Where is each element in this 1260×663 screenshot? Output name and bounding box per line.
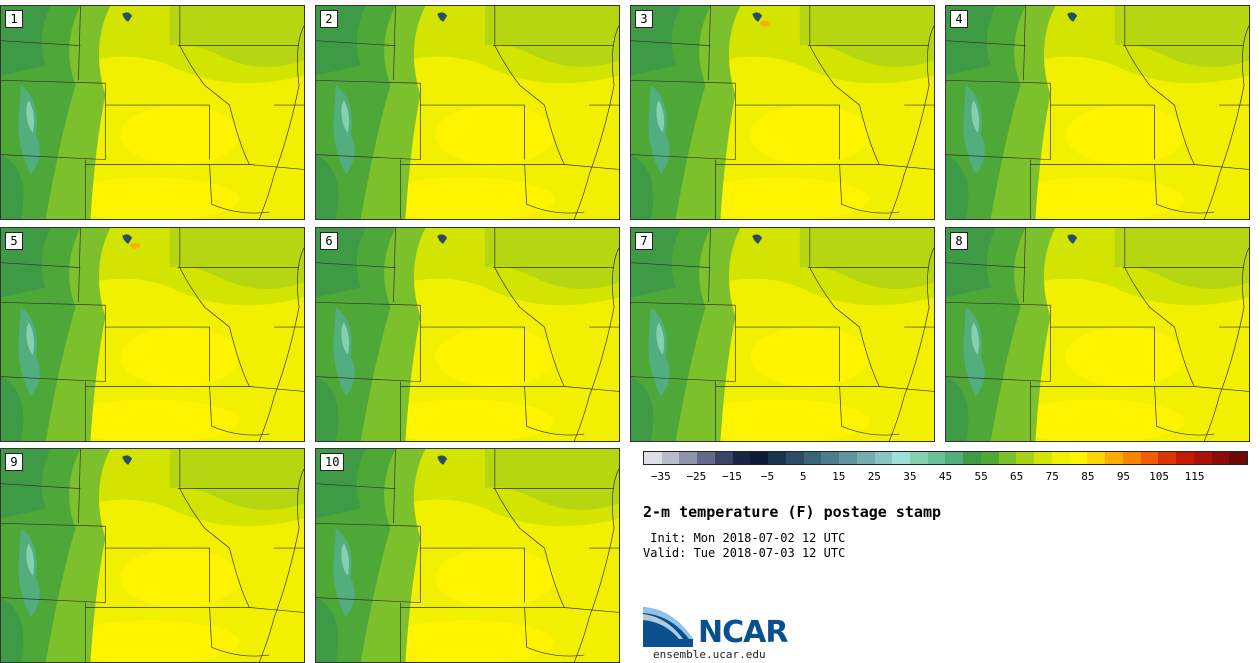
colorbar-swatch <box>1034 452 1052 464</box>
temperature-map <box>631 6 934 219</box>
colorbar-swatch <box>1211 452 1230 464</box>
colorbar-swatch <box>768 452 786 464</box>
colorbar-tick-label: 115 <box>1184 470 1205 483</box>
temperature-map <box>1 228 304 441</box>
temperature-map <box>1 449 304 662</box>
stamp-panel-7: 7 <box>630 227 935 442</box>
colorbar-tick-label: −25 <box>686 470 707 483</box>
stamp-panel-9: 9 <box>0 448 305 663</box>
colorbar-swatch <box>1140 452 1159 464</box>
stamp-panel-1: 1 <box>0 5 305 220</box>
stamp-panel-4: 4 <box>945 5 1250 220</box>
panel-number: 1 <box>5 10 23 28</box>
colorbar-swatch <box>1051 452 1070 464</box>
stamp-panel-10: 10 <box>315 448 620 663</box>
colorbar-swatch <box>910 452 928 464</box>
ncar-logo-icon <box>643 607 693 647</box>
temperature-map <box>316 228 619 441</box>
colorbar-tick-label: 35 <box>903 470 917 483</box>
panel-number: 5 <box>5 232 23 250</box>
colorbar-swatch <box>1229 452 1247 464</box>
colorbar-swatch <box>1176 452 1194 464</box>
logo-text: NCAR <box>698 615 788 650</box>
colorbar-tick-label: 25 <box>867 470 881 483</box>
colorbar-tick-label: 5 <box>799 470 807 483</box>
product-title: 2-m temperature (F) postage stamp <box>643 503 942 521</box>
init-time: Init: Mon 2018-07-02 12 UTC <box>643 531 846 545</box>
colorbar-swatch <box>980 452 999 464</box>
temperature-map <box>946 6 1249 219</box>
panel-number: 4 <box>950 10 968 28</box>
colorbar-swatch <box>785 452 804 464</box>
colorbar-swatch <box>679 452 698 464</box>
temperature-map <box>946 228 1249 441</box>
colorbar-swatch <box>839 452 857 464</box>
panel-number: 6 <box>320 232 338 250</box>
colorbar-tick-label: −5 <box>760 470 775 483</box>
temperature-map <box>631 228 934 441</box>
colorbar-swatch <box>661 452 680 464</box>
colorbar-tick-label: 85 <box>1081 470 1095 483</box>
colorbar-swatch <box>803 452 822 464</box>
colorbar-swatch <box>856 452 875 464</box>
colorbar-tick-label: 95 <box>1116 470 1131 483</box>
colorbar-tick-label: −35 <box>650 470 671 483</box>
panel-number: 3 <box>635 10 653 28</box>
colorbar-tick-label: 105 <box>1149 470 1169 483</box>
colorbar-swatch <box>945 452 964 464</box>
colorbar-swatch <box>892 452 911 464</box>
colorbar-tick-label: −15 <box>722 470 742 483</box>
colorbar-swatch <box>821 452 840 464</box>
stamp-panel-6: 6 <box>315 227 620 442</box>
colorbar-tick-labels: −35 −25 −15 −5 5 15 25 35 45 55 65 75 85 95 105 115 <box>643 470 1248 484</box>
colorbar-swatch <box>963 452 981 464</box>
stamp-panel-2: 2 <box>315 5 620 220</box>
colorbar-tick-label: 75 <box>1045 470 1059 483</box>
colorbar-swatch <box>998 452 1017 464</box>
colorbar-swatch <box>1069 452 1088 464</box>
colorbar-swatch <box>1122 452 1141 464</box>
stamp-panel-5: 5 <box>0 227 305 442</box>
colorbar-swatch <box>1105 452 1123 464</box>
panel-number: 9 <box>5 453 23 471</box>
stamp-panel-3: 3 <box>630 5 935 220</box>
colorbar-swatch <box>1158 452 1177 464</box>
panel-number: 8 <box>950 232 968 250</box>
temperature-map <box>316 449 619 662</box>
colorbar <box>643 451 1248 465</box>
panel-number: 2 <box>320 10 338 28</box>
panel-number: 10 <box>320 453 345 471</box>
colorbar-swatch <box>874 452 893 464</box>
stamp-panel-8: 8 <box>945 227 1250 442</box>
valid-time: Valid: Tue 2018-07-03 12 UTC <box>643 546 846 560</box>
temperature-map <box>1 6 304 219</box>
panel-number: 7 <box>635 232 653 250</box>
colorbar-tick-label: 45 <box>938 470 953 483</box>
colorbar-swatch <box>732 452 751 464</box>
colorbar-tick-label: 55 <box>974 470 988 483</box>
colorbar-tick-label: 65 <box>1010 470 1024 483</box>
colorbar-swatch <box>1193 452 1212 464</box>
temperature-map <box>316 6 619 219</box>
colorbar-swatch <box>644 452 662 464</box>
colorbar-swatch <box>1016 452 1035 464</box>
colorbar-swatch <box>750 452 769 464</box>
colorbar-tick-label: 15 <box>832 470 846 483</box>
colorbar-swatch <box>697 452 715 464</box>
colorbar-swatch <box>927 452 946 464</box>
colorbar-swatch <box>714 452 733 464</box>
website-url: ensemble.ucar.edu <box>653 648 766 661</box>
colorbar-swatch <box>1087 452 1106 464</box>
